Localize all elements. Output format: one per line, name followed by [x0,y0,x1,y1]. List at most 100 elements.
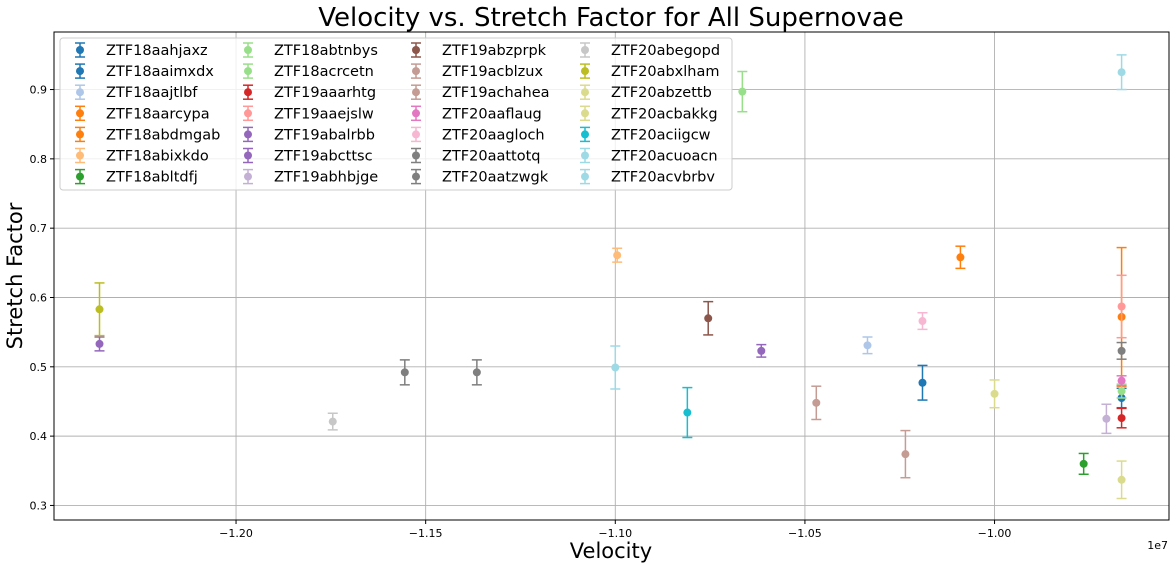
data-point-group [737,70,748,113]
data-point [990,389,999,398]
legend-label: ZTF19abalrbb [274,127,375,143]
data-point [1079,459,1088,468]
legend-item: ZTF19achahea [411,84,550,101]
legend-marker-dot [244,130,252,139]
data-points [94,54,1127,500]
legend-item: ZTF20abzettb [580,84,712,101]
legend-marker-dot [76,46,84,54]
y-tick-label: 0.8 [30,153,48,166]
legend-marker-dot [76,88,84,97]
legend-marker-dot [244,109,252,118]
legend-label: ZTF19aaejslw [274,106,374,122]
data-point [1117,387,1126,396]
data-point [863,341,872,350]
legend-marker-dot [76,130,84,139]
data-point-group [1116,54,1127,91]
legend-marker-dot [76,151,84,160]
legend-item: ZTF20abegopd [580,42,720,59]
legend-box [59,37,733,191]
data-point-group [989,379,1000,409]
legend-item: ZTF18abdmgab [75,126,220,143]
legend-item: ZTF18aarcypa [75,105,210,122]
data-point [95,339,104,348]
data-point-group [612,247,623,263]
legend-item: ZTF18aaimxdx [75,63,214,80]
data-point [613,251,622,260]
data-point-group [955,245,966,270]
legend-marker-dot [412,151,420,160]
legend-item: ZTF18acrcetn [243,63,374,80]
legend-item: ZTF20aagloch [411,126,545,143]
data-point [472,368,481,377]
data-point-group [471,359,482,386]
legend-item: ZTF18abltdfj [75,168,198,186]
data-point-group [1116,274,1127,339]
data-point-group [1116,341,1127,360]
data-point-group [94,336,105,352]
axis-ticks: −1.20 −1.15 −1.10 −1.05 −1.00 0.3 0.4 0.5 0.6 0.7… [30,84,1012,540]
plot-frame [53,31,1170,521]
data-point [400,368,409,377]
data-point [1117,376,1126,385]
data-point [683,408,692,417]
legend-marker-dot [412,88,420,97]
x-axis-offset-label: 1e7 [1147,539,1168,552]
legend-label: ZTF20abegopd [611,43,720,59]
legend-label: ZTF20acuoacn [611,149,718,165]
legend-label: ZTF20aciigcw [611,127,711,143]
legend-marker-dot [244,172,252,181]
data-point [1117,68,1126,77]
data-point-group [917,311,928,331]
legend-marker-dot [412,109,420,118]
legend-item: ZTF19acblzux [411,63,543,80]
legend-label: ZTF18abtnbys [274,43,378,59]
x-tick-label: −1.20 [219,527,253,540]
data-point [918,378,927,387]
legend-label: ZTF20aaflaug [442,106,542,122]
data-point [757,346,766,355]
legend: ZTF18aahjaxz ZTF18aaimxdx ZTF18aajtlbf ZTF1… [59,37,733,191]
data-point [1117,346,1126,355]
legend-item: ZTF20aatzwgk [411,168,549,186]
legend-item: ZTF18abtnbys [243,42,378,59]
legend-marker-dot [412,67,420,76]
legend-label: ZTF19acblzux [442,64,543,80]
legend-label: ZTF20abxlham [611,64,719,80]
legend-label: ZTF18acrcetn [274,64,374,80]
legend-marker-dot [244,151,252,160]
legend-marker-dot [581,46,589,54]
legend-item: ZTF19abhbjge [243,168,378,186]
data-point [1117,302,1126,311]
data-point [812,398,821,407]
data-point-group [327,412,338,431]
legend-item: ZTF20abxlham [580,63,719,80]
data-point-group [900,429,911,479]
legend-marker-dot [581,151,589,160]
legend-label: ZTF18aaimxdx [106,64,214,80]
data-point-group [862,336,873,355]
legend-item: ZTF19abzprpk [411,42,547,59]
legend-item: ZTF18aajtlbf [75,84,198,101]
y-tick-label: 0.5 [30,361,48,374]
data-point [738,87,747,96]
legend-marker-dot [76,109,84,118]
data-point-group [756,343,767,358]
legend-marker-dot [76,67,84,76]
legend-marker-dot [581,109,589,118]
data-point-group [811,385,822,421]
legend-item: ZTF20aaflaug [411,105,542,122]
legend-item: ZTF20acvbrbv [580,168,715,186]
x-tick-label: −1.15 [409,527,443,540]
legend-label: ZTF19abcttsc [274,149,373,165]
data-point-group [399,359,410,386]
legend-label: ZTF18aahjaxz [106,43,208,59]
data-point-group [917,364,928,401]
x-tick-label: −1.05 [788,527,822,540]
data-point [95,305,104,314]
legend-marker-dot [581,88,589,97]
x-axis-label: Velocity [570,539,652,563]
legend-item: ZTF20acuoacn [580,147,718,165]
legend-item: ZTF19aaejslw [243,105,374,122]
data-point [1102,414,1111,423]
